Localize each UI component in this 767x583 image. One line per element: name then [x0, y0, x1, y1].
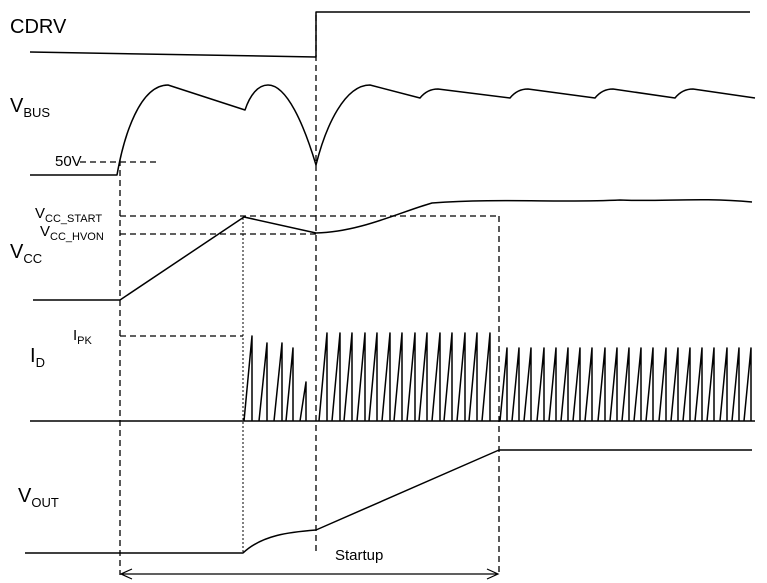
vout-waveform [25, 449, 752, 554]
id-pulse-train [243, 332, 752, 422]
startup-arrow-left-head [119, 568, 133, 580]
startup-label: Startup [335, 547, 383, 564]
startup-arrow-right-head [486, 568, 500, 580]
cdrv-waveform [29, 11, 750, 58]
ipk-label: IPK [73, 327, 93, 347]
vcc-hvon-label: VCC_HVON [40, 223, 104, 243]
vbus-waveform [30, 84, 756, 176]
id-label: ID [30, 345, 45, 370]
vcc-start-label: VCC_START [35, 205, 102, 225]
v50-label: 50V [55, 153, 82, 170]
vcc-label: VCC [10, 241, 42, 266]
vcc-waveform [33, 198, 753, 301]
vbus-label: VBUS [10, 95, 50, 120]
cdrv-label: CDRV [10, 16, 67, 38]
vout-label: VOUT [18, 485, 59, 510]
